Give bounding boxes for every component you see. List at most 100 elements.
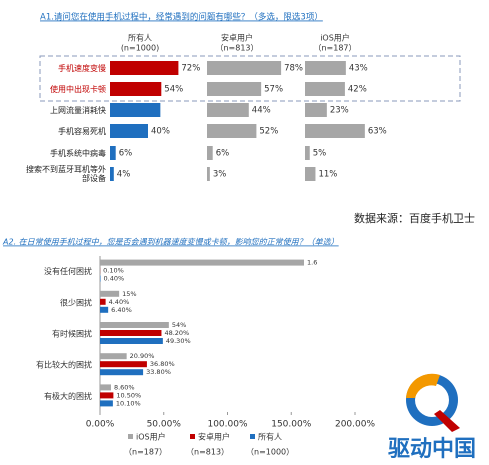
x-tick-label: 50.00%	[147, 420, 182, 430]
bar	[305, 124, 365, 138]
x-tick-label: 0.00%	[86, 420, 115, 430]
value-label: 54%	[172, 321, 186, 329]
value-label: 6%	[119, 149, 133, 159]
legend-swatch	[250, 434, 255, 439]
value-label: 44%	[252, 106, 271, 116]
bar	[100, 353, 127, 360]
legend-sample: （n=813）	[186, 448, 229, 457]
legend-label: 安卓用户	[198, 432, 230, 442]
value-label: 6.40%	[111, 306, 132, 314]
value-label: 6%	[216, 149, 230, 159]
bar	[100, 275, 101, 282]
value-label: 78%	[284, 64, 303, 74]
bar	[110, 82, 162, 96]
bar	[207, 82, 262, 96]
group-sample: (n=1000)	[121, 44, 159, 53]
value-label: 48.20%	[164, 329, 189, 337]
bar	[100, 400, 113, 407]
value-label: 3%	[213, 170, 227, 180]
chart2-title: A2. 在日常使用手机过程中，您是否会遇到机器速度变慢或卡顿，影响您的正常使用？…	[2, 238, 339, 247]
bar	[100, 369, 144, 376]
value-label: 8.60%	[114, 383, 135, 391]
chart1-title: A1.请问您在使用手机过程中，经常遇到的问题有哪些？（多选，限选3项）	[40, 12, 323, 23]
legend-swatch	[190, 434, 195, 439]
value-label: 63%	[368, 127, 387, 137]
bar	[100, 259, 304, 266]
bar	[110, 124, 148, 138]
category-label: 很少困扰	[60, 297, 92, 307]
value-label: 10.50%	[116, 391, 141, 399]
bar	[100, 338, 163, 344]
bar	[100, 384, 111, 391]
bar	[110, 167, 114, 181]
legend-sample: （n=1000）	[246, 448, 294, 457]
x-tick-label: 150.00%	[271, 420, 311, 430]
value-label: 0.40%	[104, 275, 125, 283]
bar	[100, 306, 109, 313]
watermark: 驱动中国	[388, 437, 476, 462]
category-label: 上网流量消耗快	[50, 105, 106, 115]
bar	[207, 61, 282, 75]
bar	[207, 103, 249, 117]
bar	[305, 61, 346, 75]
bar	[207, 167, 210, 181]
source: 数据来源：百度手机卫士	[354, 211, 475, 225]
value-label: 10.10%	[116, 399, 141, 407]
category-label-box: 手机容易死机	[58, 126, 106, 136]
value-label: 15%	[122, 290, 136, 298]
legend-label: iOS用户	[136, 432, 166, 442]
value-label: 40%	[151, 127, 170, 137]
bar	[305, 82, 345, 96]
category-label: 手机速度变慢	[58, 63, 106, 73]
value-label: 72%	[181, 64, 200, 74]
value-label: 4%	[117, 170, 131, 180]
bar	[110, 61, 179, 75]
group-sample: （n=813）	[215, 44, 258, 53]
legend-swatch	[128, 434, 133, 439]
bar	[100, 392, 114, 399]
bar	[100, 322, 169, 328]
bar	[305, 146, 310, 160]
category-label: 有极大的困扰	[44, 391, 92, 401]
value-label: 4.40%	[109, 298, 130, 306]
category-label: 使用中出现卡顿	[50, 84, 106, 94]
bar	[207, 124, 257, 138]
x-tick-label: 200.00%	[335, 420, 375, 430]
category-label-box: 上网流量消耗快	[50, 105, 106, 115]
bar	[110, 146, 116, 160]
value-label: 42%	[348, 85, 367, 95]
category-label-box: 手机速度变慢	[58, 63, 106, 73]
value-label: 23%	[330, 106, 349, 116]
group-header: 安卓用户	[221, 33, 253, 43]
category-label-box: 搜索不到蓝牙耳机等外部设备	[26, 165, 106, 183]
group-header: 所有人	[128, 33, 152, 43]
group-header: iOS用户	[320, 33, 350, 43]
value-label: 36.80%	[150, 360, 175, 368]
value-label: 57%	[264, 85, 283, 95]
category-label: 搜索不到蓝牙耳机等外部设备	[26, 165, 106, 183]
bar	[100, 298, 106, 305]
bar	[110, 103, 161, 117]
logo: 驱动中国	[388, 373, 476, 462]
bar	[100, 290, 120, 297]
value-label: 49.30%	[166, 337, 191, 345]
value-label: 52%	[259, 127, 278, 137]
value-label: 1.6	[307, 259, 317, 267]
category-label: 手机容易死机	[58, 126, 106, 136]
group-sample: （n=187）	[313, 44, 356, 53]
category-label: 手机系统中病毒	[50, 148, 106, 158]
category-label: 有时候困扰	[52, 329, 92, 339]
x-tick-label: 100.00%	[207, 420, 247, 430]
value-label: 33.80%	[146, 368, 171, 376]
value-label: 20.90%	[130, 352, 155, 360]
legend-sample: （n=187）	[124, 448, 167, 457]
value-label: 11%	[318, 170, 337, 180]
category-label-box: 使用中出现卡顿	[50, 84, 106, 94]
value-label: 54%	[164, 85, 183, 95]
value-label: 5%	[313, 149, 327, 159]
legend-label: 所有人	[258, 432, 282, 442]
value-label: 0.10%	[103, 267, 124, 275]
value-label: 43%	[349, 64, 368, 74]
bar	[207, 146, 213, 160]
